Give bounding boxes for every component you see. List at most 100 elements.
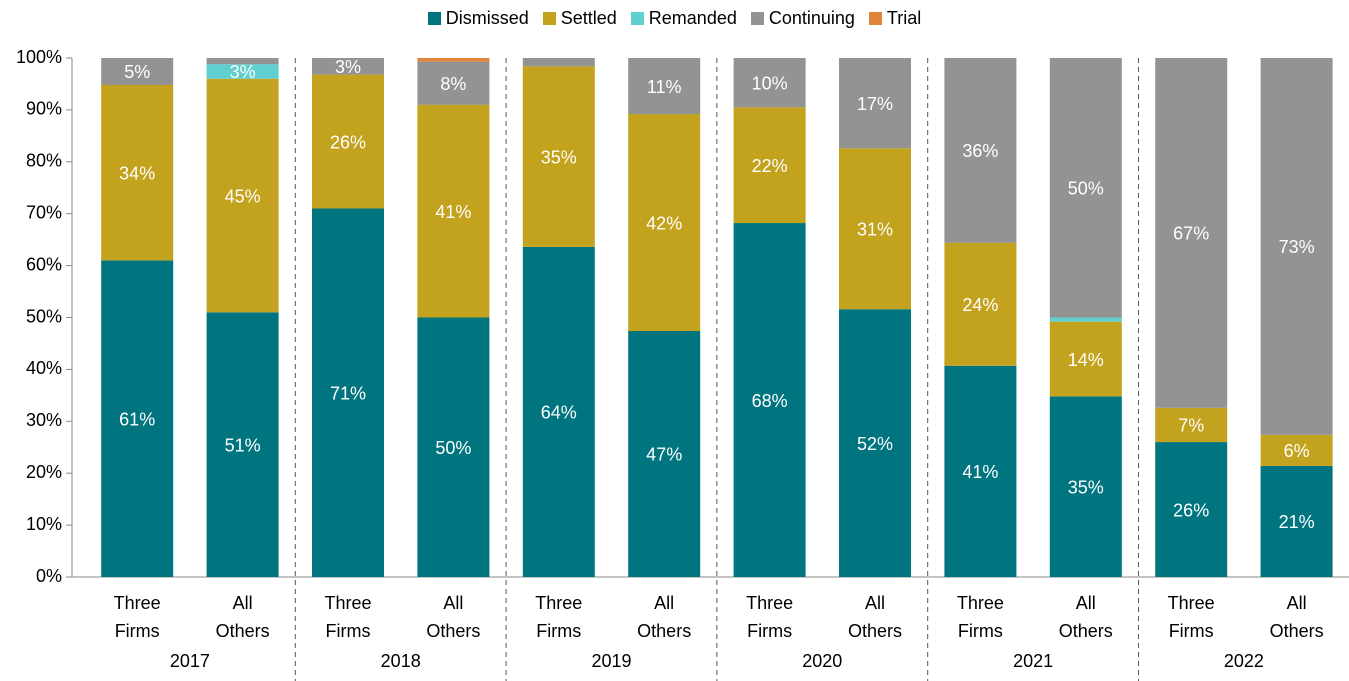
data-label: 50% [1068, 179, 1104, 199]
data-label: 3% [335, 57, 361, 77]
bar-segment [101, 260, 174, 577]
bar-segment [1155, 407, 1228, 443]
bar-segment [1260, 434, 1333, 466]
bar-segment [312, 208, 384, 577]
data-label: 35% [541, 147, 577, 167]
data-label: 67% [1173, 224, 1209, 244]
data-label: 11% [647, 77, 682, 97]
legend-label: Remanded [648, 8, 737, 28]
x-tick-label: Three Firms [1167, 593, 1215, 641]
data-label: 50% [435, 438, 471, 458]
group-label: 2018 [381, 651, 421, 671]
bar-segment [417, 58, 490, 62]
legend-label: Dismissed [445, 8, 529, 28]
x-tick-label: Three Firms [324, 593, 372, 641]
legend-swatch [427, 12, 441, 25]
bar-segment [1260, 465, 1333, 577]
x-tick-label: All Others [426, 593, 481, 641]
y-tick-label: 80% [26, 151, 62, 171]
legend-swatch [630, 12, 644, 25]
legend-label: Continuing [768, 8, 855, 28]
data-label: 21% [1279, 512, 1315, 532]
bar-segment [206, 64, 279, 79]
y-tick-label: 10% [26, 514, 62, 534]
data-label: 61% [119, 409, 155, 429]
bar-segment [522, 58, 595, 67]
data-label: 8% [440, 74, 466, 94]
bar-segment [206, 58, 279, 65]
x-tick-label: All Others [1269, 593, 1324, 641]
bar-segment [206, 312, 279, 577]
legend-item: Dismissed [427, 8, 529, 29]
bar-segment [733, 107, 806, 224]
data-label: 71% [330, 384, 366, 404]
x-tick-label: Three Firms [113, 593, 161, 641]
legend-item: Continuing [750, 8, 855, 29]
data-label: 47% [646, 445, 682, 465]
bar-segment [839, 309, 911, 577]
x-tick-label: Three Firms [535, 593, 583, 641]
bar-segment [206, 78, 279, 313]
data-label: 5% [124, 62, 150, 82]
x-tick-label: All Others [847, 593, 903, 641]
bar-segment [1155, 442, 1228, 577]
data-label: 35% [1068, 477, 1104, 497]
bar-segment [417, 317, 490, 577]
bar-segment [312, 74, 384, 209]
group-label: 2020 [802, 651, 842, 671]
bar-segment [839, 58, 911, 149]
group-label: 2021 [1013, 651, 1053, 671]
y-tick-label: 50% [26, 306, 62, 326]
data-label: 64% [541, 403, 577, 423]
bar-segment [1260, 58, 1333, 435]
y-tick-label: 90% [26, 99, 62, 119]
legend-swatch [750, 12, 764, 25]
y-tick-label: 40% [26, 358, 62, 378]
bar-segment [312, 58, 384, 75]
data-label: 36% [962, 141, 998, 161]
data-label: 45% [225, 186, 261, 206]
legend-swatch [542, 12, 556, 25]
data-label: 68% [752, 391, 788, 411]
bar-segment [944, 58, 1017, 243]
x-tick-label: Three Firms [746, 593, 794, 641]
bar-segment [733, 58, 806, 108]
x-tick-label: Three Firms [956, 593, 1004, 641]
bar-segment [1049, 396, 1122, 577]
bar-segment [522, 246, 595, 577]
bar-segment [522, 66, 595, 247]
data-label: 6% [1284, 441, 1310, 461]
legend-item: Settled [542, 8, 617, 29]
data-label: 41% [962, 462, 998, 482]
data-label: 31% [857, 220, 893, 240]
bar-segment [839, 148, 911, 310]
data-label: 26% [330, 132, 366, 152]
legend-label: Trial [886, 8, 922, 28]
bar-segment [944, 365, 1017, 577]
data-label: 52% [857, 434, 893, 454]
y-tick-label: 60% [26, 254, 62, 274]
y-tick-label: 100% [16, 47, 62, 67]
bar-segment [628, 58, 701, 115]
data-label: 17% [857, 94, 893, 114]
y-tick-label: 20% [26, 462, 62, 482]
data-label: 3% [230, 62, 256, 82]
bar-segment [101, 58, 174, 85]
bar-segment [944, 242, 1017, 366]
bar-segment [628, 330, 701, 577]
group-label: 2022 [1224, 651, 1264, 671]
data-label: 73% [1279, 237, 1315, 257]
bar-segment [1155, 58, 1228, 408]
legend-swatch [868, 12, 882, 25]
data-label: 26% [1173, 500, 1209, 520]
data-label: 7% [1178, 416, 1204, 436]
y-tick-label: 0% [36, 566, 62, 586]
bar-segment [628, 114, 701, 331]
data-label: 10% [752, 73, 788, 93]
bar-segment [1049, 58, 1122, 318]
bar-segment [417, 104, 490, 318]
legend-item: Trial [868, 8, 922, 29]
bar-segment [417, 61, 490, 105]
